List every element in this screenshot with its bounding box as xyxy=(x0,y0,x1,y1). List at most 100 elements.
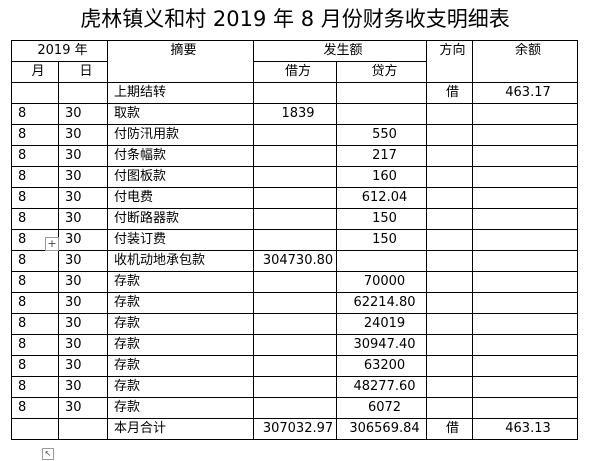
direction-cell xyxy=(426,397,473,419)
credit-cell: 150 xyxy=(336,208,427,230)
month-header: 月 xyxy=(11,61,59,83)
month-cell: 8 xyxy=(11,271,59,293)
credit-cell: 6072 xyxy=(336,397,427,419)
debit-cell xyxy=(253,292,337,314)
day-header: 日 xyxy=(58,61,108,83)
credit-cell: 24019 xyxy=(336,313,427,335)
day-cell: 30 xyxy=(58,103,108,125)
direction-cell: 借 xyxy=(426,82,473,104)
credit-cell xyxy=(336,82,427,104)
direction-cell xyxy=(426,355,473,377)
balance-cell xyxy=(472,208,578,230)
month-cell: 8 xyxy=(11,313,59,335)
month-cell: 8 xyxy=(11,208,59,230)
summary-cell: 付图板款 xyxy=(107,166,254,188)
credit-cell: 612.04 xyxy=(336,187,427,209)
balance-cell xyxy=(472,103,578,125)
table-row: 8 30 取款 1839 xyxy=(11,103,578,125)
balance-cell: 463.17 xyxy=(472,82,578,104)
balance-cell: 463.13 xyxy=(472,418,578,440)
table-row: 8 30 存款 30947.40 xyxy=(11,334,578,356)
summary-cell: 取款 xyxy=(107,103,254,125)
credit-cell: 70000 xyxy=(336,271,427,293)
summary-cell: 上期结转 xyxy=(107,82,254,104)
balance-cell xyxy=(472,166,578,188)
debit-cell: 307032.97 xyxy=(253,418,337,440)
day-cell: 30 xyxy=(58,334,108,356)
month-cell: 8 xyxy=(11,355,59,377)
table-resize-handle-icon[interactable]: ↖ xyxy=(42,448,54,460)
debit-cell xyxy=(253,376,337,398)
credit-cell: 550 xyxy=(336,124,427,146)
table-move-handle-icon[interactable]: + xyxy=(45,237,59,251)
debit-cell xyxy=(253,187,337,209)
table-row: 8 30 付图板款 160 xyxy=(11,166,578,188)
summary-header: 摘要 xyxy=(107,40,254,83)
summary-cell: 收机动地承包款 xyxy=(107,250,254,272)
table-row: 8 30 付装订费 150 xyxy=(11,229,578,251)
day-cell: 30 xyxy=(58,145,108,167)
balance-cell xyxy=(472,271,578,293)
debit-cell xyxy=(253,334,337,356)
credit-cell xyxy=(336,250,427,272)
debit-cell xyxy=(253,208,337,230)
credit-cell: 150 xyxy=(336,229,427,251)
direction-cell xyxy=(426,334,473,356)
debit-cell: 304730.80 xyxy=(253,250,337,272)
summary-cell: 付断路器款 xyxy=(107,208,254,230)
summary-cell: 付条幅款 xyxy=(107,145,254,167)
summary-cell: 存款 xyxy=(107,334,254,356)
balance-cell xyxy=(472,355,578,377)
direction-cell xyxy=(426,208,473,230)
month-cell: 8 xyxy=(11,250,59,272)
direction-cell xyxy=(426,376,473,398)
credit-cell: 63200 xyxy=(336,355,427,377)
table-row: 8 30 存款 63200 xyxy=(11,355,578,377)
debit-cell xyxy=(253,229,337,251)
summary-cell: 付装订费 xyxy=(107,229,254,251)
balance-header: 余额 xyxy=(472,40,578,83)
balance-cell xyxy=(472,397,578,419)
month-cell: 8 xyxy=(11,334,59,356)
debit-cell xyxy=(253,82,337,104)
summary-cell: 存款 xyxy=(107,313,254,335)
table-row: 8 30 存款 48277.60 xyxy=(11,376,578,398)
balance-cell xyxy=(472,145,578,167)
balance-cell xyxy=(472,187,578,209)
balance-cell xyxy=(472,292,578,314)
summary-cell: 存款 xyxy=(107,355,254,377)
direction-header: 方向 xyxy=(426,40,473,83)
day-cell: 30 xyxy=(58,250,108,272)
direction-cell xyxy=(426,313,473,335)
direction-cell xyxy=(426,124,473,146)
summary-cell: 付防汛用款 xyxy=(107,124,254,146)
debit-cell xyxy=(253,271,337,293)
day-cell: 30 xyxy=(58,271,108,293)
month-cell: 8 xyxy=(11,124,59,146)
day-cell: 30 xyxy=(58,355,108,377)
table-row: 8 30 付断路器款 150 xyxy=(11,208,578,230)
table-row: 8 30 存款 62214.80 xyxy=(11,292,578,314)
balance-cell xyxy=(472,229,578,251)
day-cell: 30 xyxy=(58,376,108,398)
debit-cell xyxy=(253,145,337,167)
direction-cell xyxy=(426,166,473,188)
day-cell: 30 xyxy=(58,124,108,146)
debit-header: 借方 xyxy=(253,61,337,83)
summary-cell: 付电费 xyxy=(107,187,254,209)
direction-cell: 借 xyxy=(426,418,473,440)
summary-cell: 存款 xyxy=(107,292,254,314)
credit-cell: 30947.40 xyxy=(336,334,427,356)
table-row: 8 30 付条幅款 217 xyxy=(11,145,578,167)
summary-cell: 本月合计 xyxy=(107,418,254,440)
summary-cell: 存款 xyxy=(107,271,254,293)
table-row: 8 30 存款 6072 xyxy=(11,397,578,419)
table-row: 8 30 付防汛用款 550 xyxy=(11,124,578,146)
day-cell: 30 xyxy=(58,187,108,209)
table-row: 8 30 存款 70000 xyxy=(11,271,578,293)
table-row: 8 30 存款 24019 xyxy=(11,313,578,335)
day-cell xyxy=(58,82,108,104)
debit-cell xyxy=(253,313,337,335)
table-row: 8 30 收机动地承包款 304730.80 xyxy=(11,250,578,272)
balance-cell xyxy=(472,313,578,335)
